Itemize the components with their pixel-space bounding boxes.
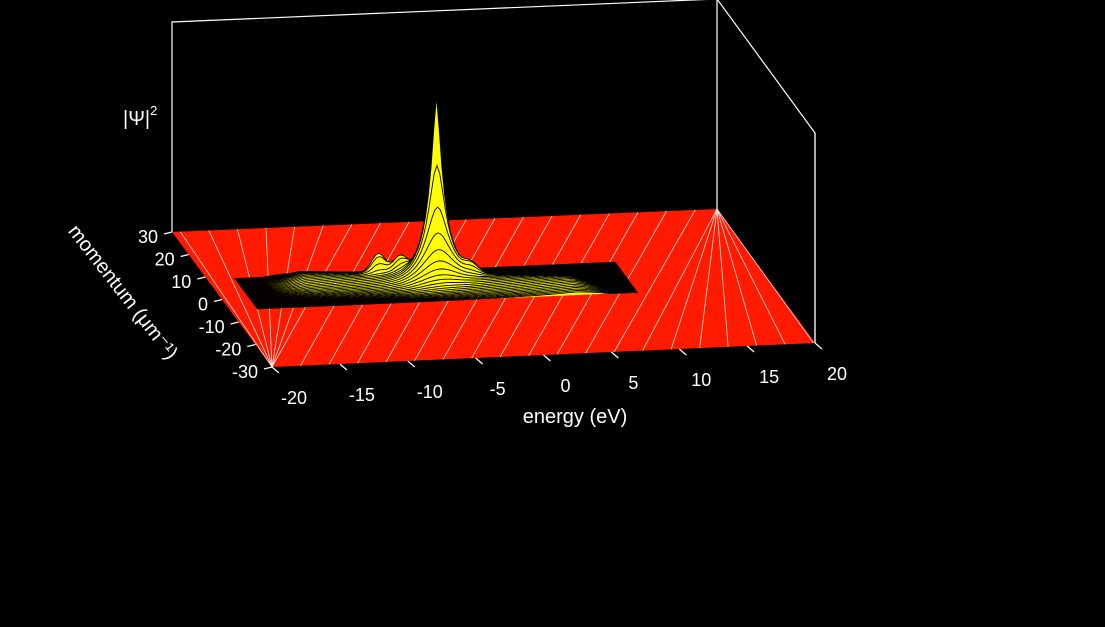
- x-tick-mark: [339, 363, 348, 371]
- y-tick-mark: [247, 343, 256, 348]
- y-tick-mark: [197, 276, 206, 280]
- mesh-line: [716, 208, 729, 347]
- y-tick-label: 0: [198, 295, 208, 315]
- contour-line: [255, 288, 637, 308]
- x-tick-label: 0: [560, 376, 570, 396]
- contour-line: [251, 275, 633, 302]
- mesh-line: [179, 231, 273, 368]
- y-tick-mark: [230, 321, 239, 325]
- contour-line: [256, 290, 638, 309]
- x-tick-label: 10: [691, 370, 711, 390]
- contour-line: [255, 287, 637, 308]
- mesh-line: [208, 230, 273, 368]
- x-axis-ticks: -20 -15 -10 -5 0 5 10 15 20: [271, 342, 847, 408]
- z-axis-label-main: |Ψ|: [123, 108, 150, 130]
- contour-line: [250, 274, 632, 301]
- contour-line: [254, 283, 636, 306]
- x-tick-label: -15: [349, 385, 375, 405]
- contour-line: [253, 280, 635, 305]
- contour-line: [254, 285, 636, 307]
- x-tick-mark: [814, 342, 823, 350]
- mesh-line: [699, 208, 718, 349]
- x-tick-mark: [543, 354, 551, 362]
- x-tick-label: -10: [417, 382, 443, 402]
- x-tick-mark: [678, 348, 687, 356]
- z-axis-label: |Ψ|2: [123, 103, 157, 130]
- x-axis-label: energy (eV): [523, 406, 628, 428]
- x-tick-label: 20: [827, 364, 847, 384]
- mesh-line: [716, 208, 814, 344]
- mesh-line: [716, 208, 786, 345]
- x-tick-mark: [475, 357, 484, 365]
- x-tick-mark: [746, 345, 755, 353]
- x-tick-mark: [271, 366, 280, 374]
- contour-line: [256, 291, 638, 310]
- y-tick-mark: [180, 253, 189, 258]
- y-tick-mark: [213, 298, 223, 303]
- contour-line: [252, 277, 634, 304]
- x-tick-mark: [407, 360, 416, 368]
- y-tick-label: 20: [155, 250, 175, 270]
- contour-line: [251, 276, 633, 303]
- x-tick-mark: [610, 351, 619, 359]
- x-tick-label: 15: [759, 367, 779, 387]
- ridge-slice: [257, 291, 638, 309]
- x-tick-label: -5: [490, 379, 506, 399]
- mesh-line: [716, 208, 758, 346]
- y-tick-label: 30: [138, 227, 158, 247]
- y-tick-mark: [163, 231, 173, 235]
- x-tick-label: -20: [281, 388, 307, 408]
- y-tick-label: -30: [232, 362, 258, 382]
- contour-line: [252, 279, 634, 304]
- mesh-line: [613, 209, 696, 353]
- y-tick-mark: [263, 366, 273, 370]
- z-axis-label-superscript: 2: [150, 103, 157, 118]
- y-tick-label: 10: [171, 272, 191, 292]
- ridge-surface: [234, 96, 638, 310]
- y-tick-label: -20: [215, 340, 241, 360]
- contour-line: [250, 275, 632, 302]
- mesh-line: [642, 208, 718, 351]
- mesh-line: [670, 208, 718, 350]
- x-tick-label: 5: [628, 373, 638, 393]
- contour-line: [253, 282, 635, 306]
- y-tick-label: -10: [199, 317, 225, 337]
- y-axis-label: momentum (μm⁻¹): [63, 221, 181, 364]
